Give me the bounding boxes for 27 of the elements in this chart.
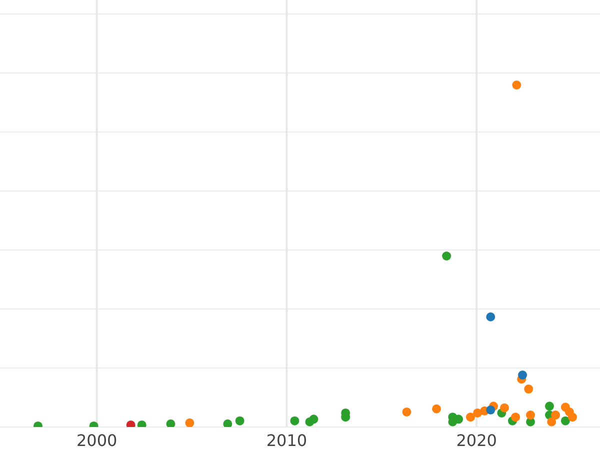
point bbox=[290, 416, 300, 426]
point bbox=[466, 412, 476, 422]
point bbox=[560, 416, 570, 426]
point bbox=[473, 408, 482, 418]
x-tick-label: 2000 bbox=[76, 431, 118, 450]
point bbox=[185, 418, 194, 427]
point bbox=[309, 414, 318, 424]
point bbox=[486, 405, 496, 414]
x-tick-label: 2010 bbox=[266, 431, 308, 450]
point bbox=[166, 419, 176, 427]
point bbox=[223, 419, 232, 427]
point bbox=[518, 370, 528, 380]
point bbox=[547, 417, 556, 426]
point bbox=[512, 80, 522, 90]
point bbox=[544, 402, 554, 411]
point bbox=[486, 312, 496, 322]
point bbox=[402, 407, 412, 416]
point bbox=[511, 412, 520, 422]
x-tick-label: 2020 bbox=[456, 431, 497, 450]
point bbox=[432, 404, 442, 414]
point bbox=[551, 410, 560, 420]
point bbox=[235, 416, 244, 426]
point bbox=[500, 403, 509, 412]
point bbox=[568, 412, 577, 422]
point bbox=[442, 252, 452, 260]
point bbox=[526, 410, 536, 420]
point bbox=[524, 384, 534, 394]
